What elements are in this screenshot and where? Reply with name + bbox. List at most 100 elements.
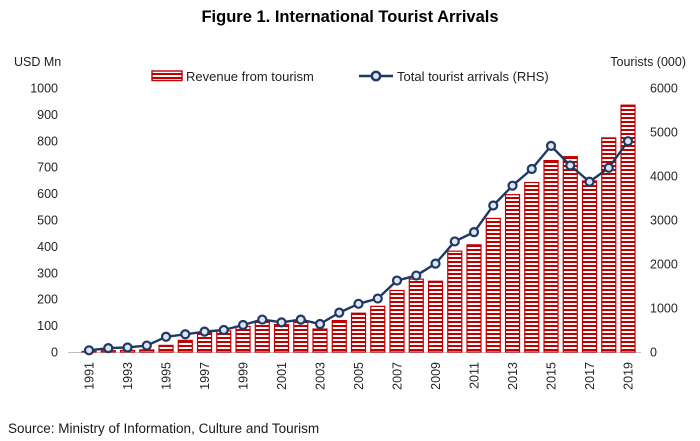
y-left-tick-label: 500 <box>37 214 58 228</box>
x-tick-label-1997: 1997 <box>198 362 212 390</box>
y-left-tick-label: 300 <box>37 266 58 280</box>
arrivals-marker-2006 <box>372 293 383 304</box>
legend-bar-swatch-icon <box>151 70 183 82</box>
legend: Revenue from tourism Total tourist arriv… <box>151 69 549 84</box>
revenue-bar-2010 <box>447 250 463 353</box>
arrivals-marker-2011 <box>468 227 480 238</box>
x-tick-label-2011: 2011 <box>468 362 482 389</box>
revenue-bar-2000 <box>254 321 270 353</box>
revenue-bar-2001 <box>273 323 290 353</box>
y-axis-right-ticks: 0 1000 2000 3000 4000 5000 6000 <box>650 82 678 360</box>
y-right-tick-label: 2000 <box>650 258 678 272</box>
revenue-bar-2011 <box>466 244 482 353</box>
revenue-bar-2019 <box>620 104 636 353</box>
revenue-bar-2016 <box>562 156 578 353</box>
revenue-bar-1999 <box>235 325 251 353</box>
x-tick-label-1993: 1993 <box>121 362 135 390</box>
x-tick-label-2019: 2019 <box>622 362 636 390</box>
arrivals-marker-2014 <box>526 163 537 175</box>
revenue-bar-2015 <box>543 160 559 353</box>
y-right-tick-label: 3000 <box>650 214 678 228</box>
arrivals-marker-2019 <box>622 136 634 147</box>
revenue-bar-2003 <box>312 328 328 353</box>
y-right-tick-label: 1000 <box>650 302 678 316</box>
y-right-tick-label: 6000 <box>650 82 678 96</box>
x-axis-ticks: 1991 1993 1995 1997 1999 2001 2003 2005 2007 2009… <box>83 362 636 390</box>
arrivals-marker-2004 <box>334 307 345 318</box>
arrivals-marker-2001 <box>276 317 287 328</box>
x-tick-label-2005: 2005 <box>352 362 366 390</box>
arrivals-marker-1996 <box>180 329 191 340</box>
arrivals-marker-2000 <box>257 314 268 325</box>
y-left-tick-label: 400 <box>37 240 58 254</box>
arrivals-marker-1995 <box>160 331 172 342</box>
revenue-bar-2014 <box>524 181 540 353</box>
x-tick-label-2009: 2009 <box>429 362 443 390</box>
y-left-tick-label: 900 <box>37 108 58 122</box>
arrivals-marker-1994 <box>141 340 152 351</box>
revenue-bar-2018 <box>601 137 617 353</box>
revenue-bar-2002 <box>293 321 309 353</box>
arrivals-marker-1993 <box>122 342 133 353</box>
arrivals-line-series <box>83 136 634 356</box>
arrivals-marker-1997 <box>199 326 210 337</box>
x-tick-label-2003: 2003 <box>314 362 328 390</box>
revenue-bar-2009 <box>427 280 444 353</box>
revenue-bar-2007 <box>389 289 405 353</box>
arrivals-marker-2017 <box>584 176 595 187</box>
arrivals-marker-1991 <box>83 345 95 356</box>
arrivals-marker-2012 <box>488 200 499 211</box>
y-right-tick-label: 5000 <box>650 126 678 140</box>
arrivals-marker-2010 <box>449 236 460 247</box>
x-tick-label-1991: 1991 <box>83 362 97 390</box>
right-axis-unit-label: Tourists (000) <box>610 55 686 69</box>
arrivals-marker-2005 <box>353 298 364 309</box>
arrivals-marker-2016 <box>565 160 576 171</box>
y-left-tick-label: 600 <box>37 187 58 201</box>
revenue-bar-1996 <box>177 339 193 353</box>
y-right-tick-label: 4000 <box>650 170 678 184</box>
arrivals-marker-2013 <box>507 180 518 191</box>
y-left-tick-label: 800 <box>37 134 58 148</box>
revenue-bar-2017 <box>581 180 598 353</box>
arrivals-marker-2009 <box>430 258 441 269</box>
revenue-bar-2004 <box>331 319 347 353</box>
arrivals-marker-2015 <box>545 140 557 151</box>
y-left-tick-label: 0 <box>51 346 58 360</box>
source-note: Source: Ministry of Information, Culture… <box>8 421 319 436</box>
arrivals-marker-2007 <box>391 275 403 286</box>
revenue-bar-2008 <box>408 278 424 353</box>
x-tick-label-2013: 2013 <box>506 362 520 390</box>
arrivals-marker-1998 <box>218 324 229 336</box>
chart-title: Figure 1. International Tourist Arrivals <box>201 8 498 26</box>
x-tick-label-2015: 2015 <box>545 362 559 390</box>
legend-line-label: Total tourist arrivals (RHS) <box>397 69 549 84</box>
arrivals-marker-2018 <box>603 162 614 173</box>
y-left-tick-label: 700 <box>37 161 58 175</box>
y-left-tick-label: 200 <box>37 293 58 307</box>
y-right-tick-label: 0 <box>650 346 657 360</box>
arrivals-marker-2008 <box>411 270 422 281</box>
left-axis-unit-label: USD Mn <box>14 55 61 69</box>
x-tick-label-1999: 1999 <box>237 362 251 390</box>
revenue-bar-2012 <box>485 217 501 353</box>
y-left-tick-label: 1000 <box>30 82 58 96</box>
x-tick-label-1995: 1995 <box>160 362 174 390</box>
arrivals-marker-2002 <box>295 314 306 325</box>
revenue-bar-2006 <box>370 305 386 353</box>
revenue-bar-2013 <box>504 194 521 353</box>
x-tick-label-2017: 2017 <box>583 362 597 390</box>
legend-bar-label: Revenue from tourism <box>186 69 314 84</box>
y-axis-left-ticks: 0 100 200 300 400 500 600 700 800 900 1000 <box>30 82 58 360</box>
arrivals-marker-1999 <box>237 319 249 331</box>
legend-line-marker-icon <box>370 70 382 82</box>
revenue-bar-1995 <box>158 344 174 353</box>
x-tick-label-2007: 2007 <box>391 362 405 390</box>
y-left-tick-label: 100 <box>37 319 58 333</box>
arrivals-marker-2003 <box>314 318 326 330</box>
arrivals-marker-1992 <box>103 343 114 354</box>
x-tick-label-2001: 2001 <box>275 362 289 390</box>
revenue-bar-2005 <box>350 312 367 353</box>
